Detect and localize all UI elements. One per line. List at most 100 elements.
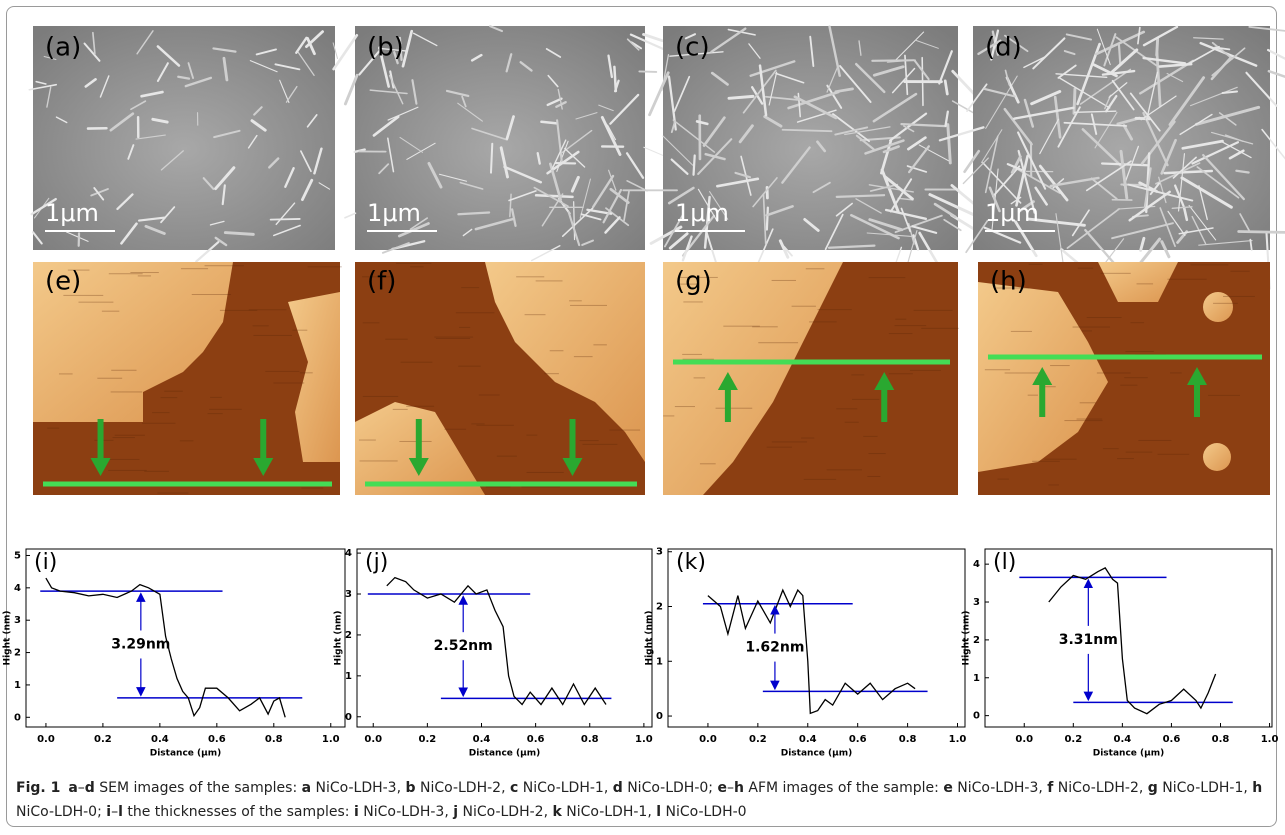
nanosheet: [1074, 89, 1075, 113]
nanosheet: [271, 219, 300, 220]
afm-noise: [806, 268, 825, 269]
caption-text: NiCo-LDH-2,: [458, 804, 552, 820]
afm-noise: [867, 476, 880, 477]
afm-noise: [1029, 264, 1043, 265]
x-tick-label: 0.0: [364, 734, 382, 745]
afm-image: (e): [33, 262, 342, 495]
afm-noise: [359, 440, 376, 441]
caption-text: NiCo-LDH-0;: [16, 804, 106, 820]
afm-image: (h): [978, 262, 1270, 495]
afm-noise: [593, 344, 606, 345]
caption-text: d: [613, 780, 623, 796]
profile-curve: [387, 578, 606, 705]
afm-noise: [1078, 268, 1093, 269]
image-grid: (a)1μm(b)1μm(c)1μm(d)1μm(e)(f)(g)(h): [29, 26, 1285, 495]
y-tick-label: 2: [345, 630, 352, 641]
x-tick-label: 0.2: [94, 734, 112, 745]
afm-noise: [1087, 317, 1122, 318]
afm-noise: [998, 479, 1009, 480]
afm-noise: [253, 335, 292, 336]
profile-chart: 0.00.20.40.60.81.0012345Distance (μm)Hig…: [3, 549, 346, 759]
x-tick-label: 0.6: [849, 734, 867, 745]
afm-noise: [1138, 440, 1171, 441]
nanosheet: [1268, 50, 1285, 72]
caption-text: SEM images of the samples:: [95, 780, 302, 796]
afm-noise: [863, 436, 877, 437]
caption-text: –: [727, 780, 734, 796]
afm-noise: [396, 263, 431, 264]
x-tick-label: 0.8: [581, 734, 599, 745]
caption-text: NiCo-LDH-3,: [311, 780, 405, 796]
afm-noise: [525, 314, 546, 315]
scale-bar-label: 1μm: [985, 199, 1039, 227]
afm-noise: [459, 327, 470, 328]
chart-label: (l): [993, 550, 1016, 575]
afm-noise: [210, 397, 222, 398]
nanosheet: [1269, 71, 1285, 83]
afm-noise: [301, 488, 323, 489]
afm-noise: [801, 438, 814, 439]
afm-noise: [827, 469, 862, 470]
y-tick-label: 3: [14, 615, 21, 626]
caption-text: AFM images of the sample:: [744, 780, 943, 796]
x-tick-label: 0.2: [419, 734, 437, 745]
afm-noise: [544, 373, 559, 374]
afm-noise: [208, 413, 223, 414]
nanosheet: [345, 213, 355, 218]
afm-noise: [1028, 395, 1038, 396]
afm-noise: [399, 441, 431, 442]
afm-noise: [108, 470, 147, 471]
y-tick-label: 3: [656, 547, 663, 558]
afm-noise: [767, 447, 792, 448]
afm-noise: [869, 277, 906, 278]
afm-noise: [716, 408, 753, 409]
afm-noise: [772, 280, 796, 281]
afm-noise: [1101, 273, 1131, 274]
x-tick-label: 0.8: [899, 734, 917, 745]
thickness-annotation: 1.62nm: [745, 640, 804, 656]
nanosheet: [694, 156, 695, 175]
y-tick-label: 3: [345, 589, 352, 600]
y-tick-label: 4: [14, 583, 21, 594]
plot-frame: [985, 549, 1272, 727]
afm-noise: [273, 382, 304, 383]
figure-caption: Fig. 1a–d SEM images of the samples: a N…: [16, 776, 1271, 824]
sem-image: (c)1μm: [623, 26, 996, 281]
afm-noise: [1131, 322, 1145, 323]
afm-noise: [253, 325, 269, 326]
page: { "panels": [ {"label": "(a)", "scale_ba…: [0, 0, 1285, 835]
afm-noise: [1032, 461, 1060, 462]
afm-noise: [142, 423, 175, 424]
caption-text: a: [68, 780, 77, 796]
y-tick-label: 0: [14, 712, 21, 723]
afm-noise: [486, 486, 511, 487]
nanosheet: [536, 195, 572, 197]
afm-noise: [1213, 303, 1238, 304]
afm-noise: [569, 300, 582, 301]
x-tick-label: 0.2: [749, 734, 767, 745]
sem-image: (a)1μm: [29, 26, 337, 262]
afm-noise: [205, 265, 244, 266]
afm-noise: [1050, 365, 1070, 366]
nanosheet: [1157, 39, 1158, 55]
afm-noise: [516, 276, 544, 277]
afm-noise: [895, 325, 927, 326]
afm-noise: [1223, 296, 1255, 297]
caption-text: d: [85, 780, 95, 796]
afm-noise: [161, 397, 178, 398]
x-axis-label: Distance (μm): [1093, 749, 1165, 759]
thickness-annotation: 3.31nm: [1059, 632, 1118, 648]
afm-noise: [130, 272, 158, 273]
afm-noise: [985, 369, 1010, 370]
afm-noise: [818, 309, 852, 310]
afm-noise: [1082, 330, 1092, 331]
afm-noise: [144, 471, 169, 472]
caption-text: g: [1148, 780, 1158, 796]
afm-noise: [456, 312, 495, 313]
x-tick-label: 0.4: [473, 734, 491, 745]
afm-noise: [292, 330, 307, 331]
afm-noise: [79, 302, 114, 303]
afm-noise: [809, 321, 837, 322]
afm-noise: [385, 339, 407, 340]
profile-chart: 0.00.20.40.60.81.001234Distance (μm)High…: [334, 548, 653, 758]
